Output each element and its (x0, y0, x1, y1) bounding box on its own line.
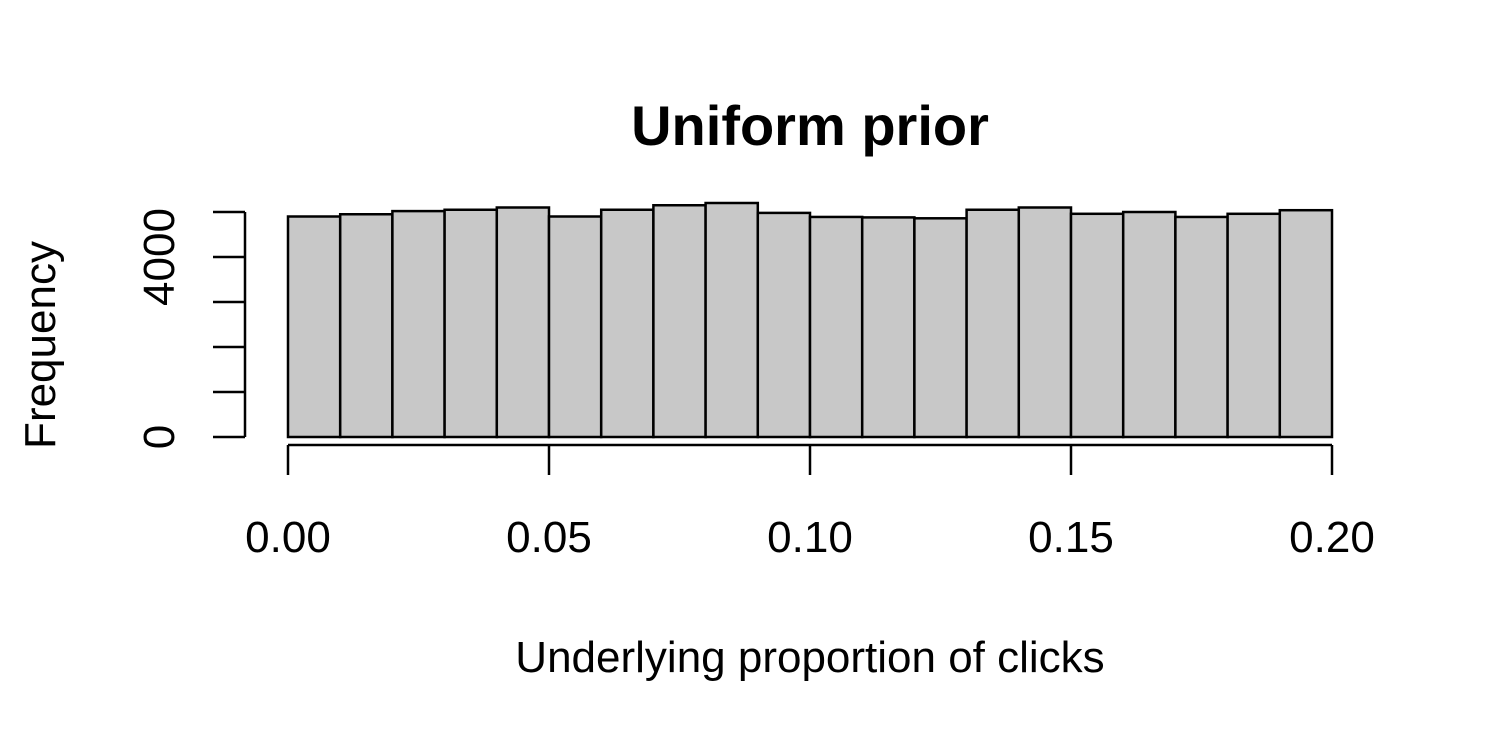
x-axis: 0.00 0.05 0.10 0.15 0.20 (245, 443, 1375, 562)
x-tick-label: 0.20 (1289, 513, 1375, 562)
histogram-bar (860, 216, 916, 439)
x-axis-label: Underlying proportion of clicks (515, 633, 1104, 682)
histogram-bar (704, 201, 760, 439)
histogram-bar (965, 208, 1021, 439)
histogram-bar (599, 208, 655, 439)
histogram-bar (391, 209, 446, 439)
y-axis-label: Frequency (16, 241, 65, 449)
histogram-bar (1278, 208, 1334, 439)
x-tick-label: 0.00 (245, 513, 331, 562)
histogram-bar (1174, 215, 1229, 439)
bars-group (286, 201, 1334, 439)
histogram-bar (286, 215, 342, 439)
histogram-bar (547, 215, 603, 439)
x-tick-label: 0.10 (767, 513, 853, 562)
y-tick-label: 0 (135, 425, 184, 449)
histogram-bar (756, 211, 812, 439)
histogram-bar (1226, 212, 1282, 439)
histogram-bar (652, 204, 707, 439)
y-tick-label: 4000 (135, 208, 184, 306)
histogram-bar (1121, 210, 1177, 439)
x-tick-label: 0.15 (1028, 513, 1114, 562)
histogram-bar (338, 213, 394, 439)
y-axis: 0 4000 (135, 208, 247, 449)
histogram-bar (1017, 206, 1073, 439)
histogram-bar (808, 215, 864, 439)
chart-title: Uniform prior (631, 94, 989, 157)
x-tick-label: 0.05 (506, 513, 592, 562)
histogram-bar (495, 206, 551, 439)
histogram-bar (913, 217, 968, 439)
histogram-bar (1069, 212, 1125, 439)
histogram-bar (443, 208, 499, 439)
